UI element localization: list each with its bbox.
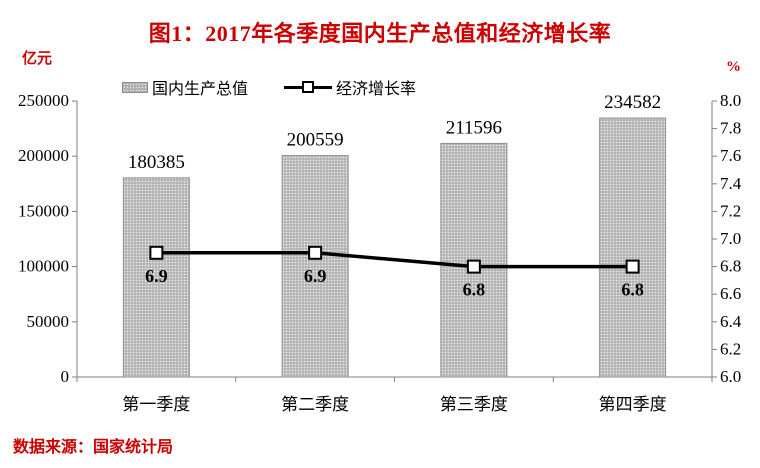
right-axis-tick-label: 8.0 [720, 91, 741, 110]
legend-item-growth: 经济增长率 [284, 75, 416, 99]
bar-value-label: 200559 [287, 130, 344, 151]
right-axis-tick-label: 7.2 [720, 201, 741, 220]
legend-item-gdp: 国内生产总值 [122, 75, 248, 99]
line-marker [466, 259, 481, 274]
left-axis-tick-label: 50000 [27, 312, 70, 331]
right-axis-tick-label: 7.4 [720, 174, 742, 193]
line-series-swatch-icon [284, 80, 333, 94]
legend-line-marker [302, 81, 315, 93]
right-axis-tick-label: 6.0 [720, 367, 741, 386]
left-axis-tick-label: 100000 [18, 257, 69, 276]
legend-item-label: 经济增长率 [336, 81, 417, 98]
growth-line [156, 251, 633, 269]
left-axis-tick-label: 0 [61, 367, 70, 386]
rate-value-label: 6.8 [621, 280, 644, 300]
legend-item-label: 国内生产总值 [152, 81, 249, 98]
left-axis-tick-label: 200000 [18, 146, 69, 165]
rate-value-label: 6.9 [304, 266, 327, 286]
left-axis-tick-label: 150000 [18, 201, 69, 220]
category-label: 第一季度 [122, 395, 190, 414]
line-marker [625, 259, 640, 274]
line-marker [149, 245, 164, 260]
right-axis-tick-label: 7.0 [720, 229, 741, 248]
bar-value-label: 180385 [128, 152, 185, 173]
bar [599, 117, 667, 378]
left-axis-unit-label: 亿元 [22, 51, 53, 67]
source-note: 数据来源：国家统计局 [13, 439, 174, 456]
right-axis-tick-label: 6.8 [720, 257, 741, 276]
rate-value-label: 6.9 [145, 266, 168, 286]
bar [281, 155, 349, 378]
bar-value-label: 234582 [604, 92, 661, 113]
chart-title: 图1：2017年各季度国内生产总值和经济增长率 [148, 21, 612, 46]
left-axis-tick-label: 250000 [18, 91, 69, 110]
right-axis-tick-label: 7.6 [720, 146, 741, 165]
right-axis-tick-label: 7.8 [720, 119, 741, 138]
line-marker [308, 245, 323, 260]
category-label: 第四季度 [599, 395, 667, 414]
bar-series-swatch-icon [122, 81, 148, 93]
right-axis-tick-label: 6.4 [720, 312, 742, 331]
category-label: 第二季度 [281, 395, 349, 414]
category-label: 第三季度 [440, 395, 508, 414]
rate-value-label: 6.8 [463, 280, 486, 300]
legend: 国内生产总值 经济增长率 [122, 75, 416, 99]
bar [122, 177, 190, 378]
bar-value-label: 211596 [446, 117, 502, 138]
right-axis-tick-label: 6.6 [720, 284, 741, 303]
right-axis-unit-label: % [726, 59, 741, 75]
right-axis-tick-label: 6.2 [720, 339, 741, 358]
